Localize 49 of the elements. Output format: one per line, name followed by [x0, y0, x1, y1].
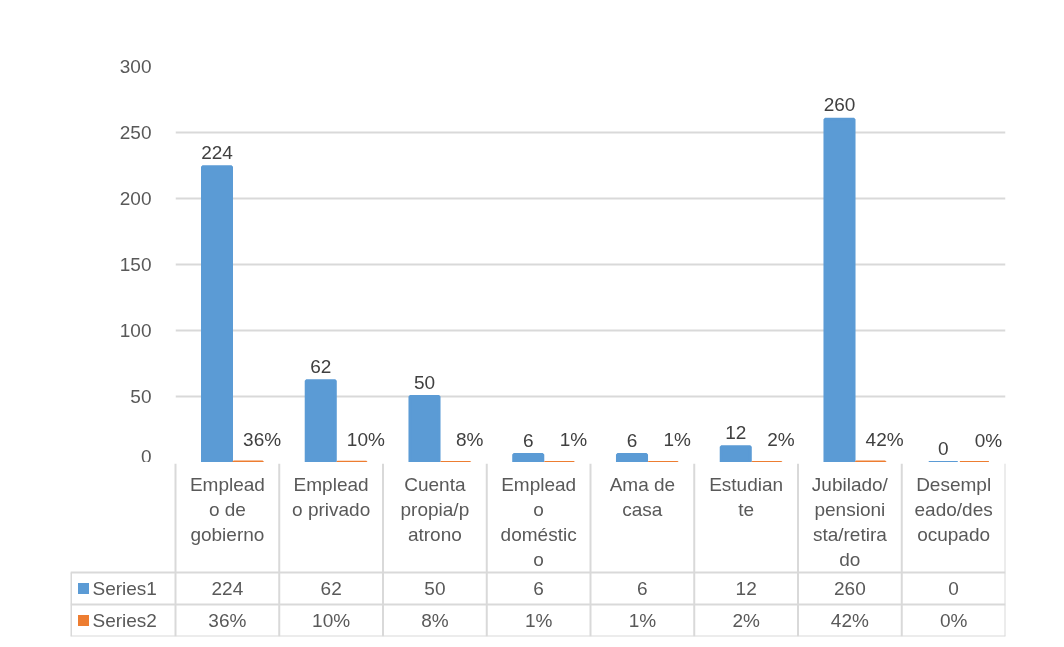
data-label: 42% [830, 610, 869, 631]
data-label: 50 [424, 578, 446, 599]
text: 0% [974, 429, 1003, 451]
text: 8% [455, 429, 484, 451]
legend-label: Series2 [92, 610, 157, 631]
y-tick-label: 50 [130, 386, 152, 407]
x-tick-label: Estudian te [709, 473, 784, 520]
data-label: 10% [312, 610, 351, 631]
y-tick-label: 150 [119, 254, 152, 275]
text: 1% [663, 429, 691, 451]
y-tick-label: 0 [140, 445, 152, 467]
y-tick-label: 300 [119, 56, 152, 77]
text: 260 [823, 94, 856, 116]
x-tick-label: Desempl eado/des ocupado [914, 473, 993, 545]
legend-label: Series1 [92, 578, 157, 599]
data-label: 0% [939, 610, 968, 631]
text: 10% [346, 429, 385, 451]
text: 0 [937, 437, 949, 459]
x-tick-label: Cuenta propia/p atrono [400, 473, 470, 545]
y-tick-label: 100 [119, 320, 152, 341]
data-label: 6 [637, 578, 648, 599]
x-tick-label: Emplead o privado [292, 473, 371, 520]
data-label: 8% [421, 610, 449, 631]
text: 42% [865, 428, 904, 450]
text: 36% [243, 429, 282, 451]
text: 62 [310, 355, 332, 377]
data-label: 62 [320, 578, 342, 599]
text: 6 [522, 429, 534, 451]
data-label: 260 [834, 578, 866, 599]
text: 224 [201, 141, 233, 163]
data-label: 6 [533, 578, 544, 599]
text: 12 [725, 421, 747, 443]
data-label: 1% [628, 610, 657, 631]
x-tick-label: Ama de casa [609, 473, 676, 520]
x-tick-label: Jubilado/ pensioni sta/retira do [811, 473, 889, 571]
text: 50 [413, 371, 436, 393]
text: 2% [767, 429, 795, 451]
data-label: 12 [735, 578, 757, 599]
data-label: 36% [208, 610, 247, 631]
text: 1% [559, 429, 588, 451]
x-tick-label: Emplead o de gobierno [189, 473, 265, 545]
data-label: 1% [524, 610, 553, 631]
x-tick-label: Emplead o doméstic o [500, 473, 577, 571]
text: 6 [626, 429, 638, 451]
data-label: 0 [948, 578, 959, 599]
data-label: 2% [732, 610, 760, 631]
y-tick-label: 250 [119, 122, 152, 143]
y-tick-label: 200 [119, 188, 152, 209]
data-label: 224 [211, 578, 244, 599]
